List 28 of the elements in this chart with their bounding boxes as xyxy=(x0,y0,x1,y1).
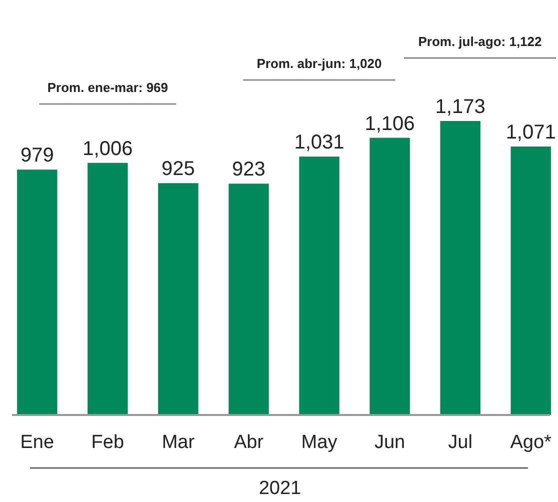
x-tick-label: Abr xyxy=(234,432,264,453)
text: Prom. ene-mar: 969 xyxy=(47,80,168,95)
data-label: 1,006 xyxy=(82,138,133,160)
bar xyxy=(88,162,128,415)
x-tick-label: Ago* xyxy=(510,432,552,453)
bar xyxy=(17,170,58,415)
x-tick-label: Mar xyxy=(162,432,196,453)
x-axis-title: 2021 xyxy=(258,478,302,499)
data-label: 1,106 xyxy=(364,112,415,135)
x-tick-label: Jun xyxy=(374,432,406,453)
text: Prom. abr-jun: 1,020 xyxy=(256,56,382,71)
data-label: 1,031 xyxy=(294,132,344,154)
bar xyxy=(299,156,340,415)
x-tick-label: Jul xyxy=(448,432,472,453)
x-tick-label: Feb xyxy=(91,432,124,453)
data-label: 979 xyxy=(20,144,54,167)
x-tick-label: Ene xyxy=(20,432,54,453)
data-label: 1,071 xyxy=(506,122,556,144)
bar xyxy=(370,138,410,415)
data-label: 923 xyxy=(232,158,266,181)
bar xyxy=(228,184,269,415)
bar xyxy=(440,121,480,415)
bar xyxy=(158,183,198,415)
data-label: 925 xyxy=(162,158,195,180)
x-tick-label: May xyxy=(301,432,338,453)
data-label: 1,173 xyxy=(435,96,486,118)
text: Prom. jul-ago: 1,122 xyxy=(418,34,542,49)
bar xyxy=(510,146,551,415)
